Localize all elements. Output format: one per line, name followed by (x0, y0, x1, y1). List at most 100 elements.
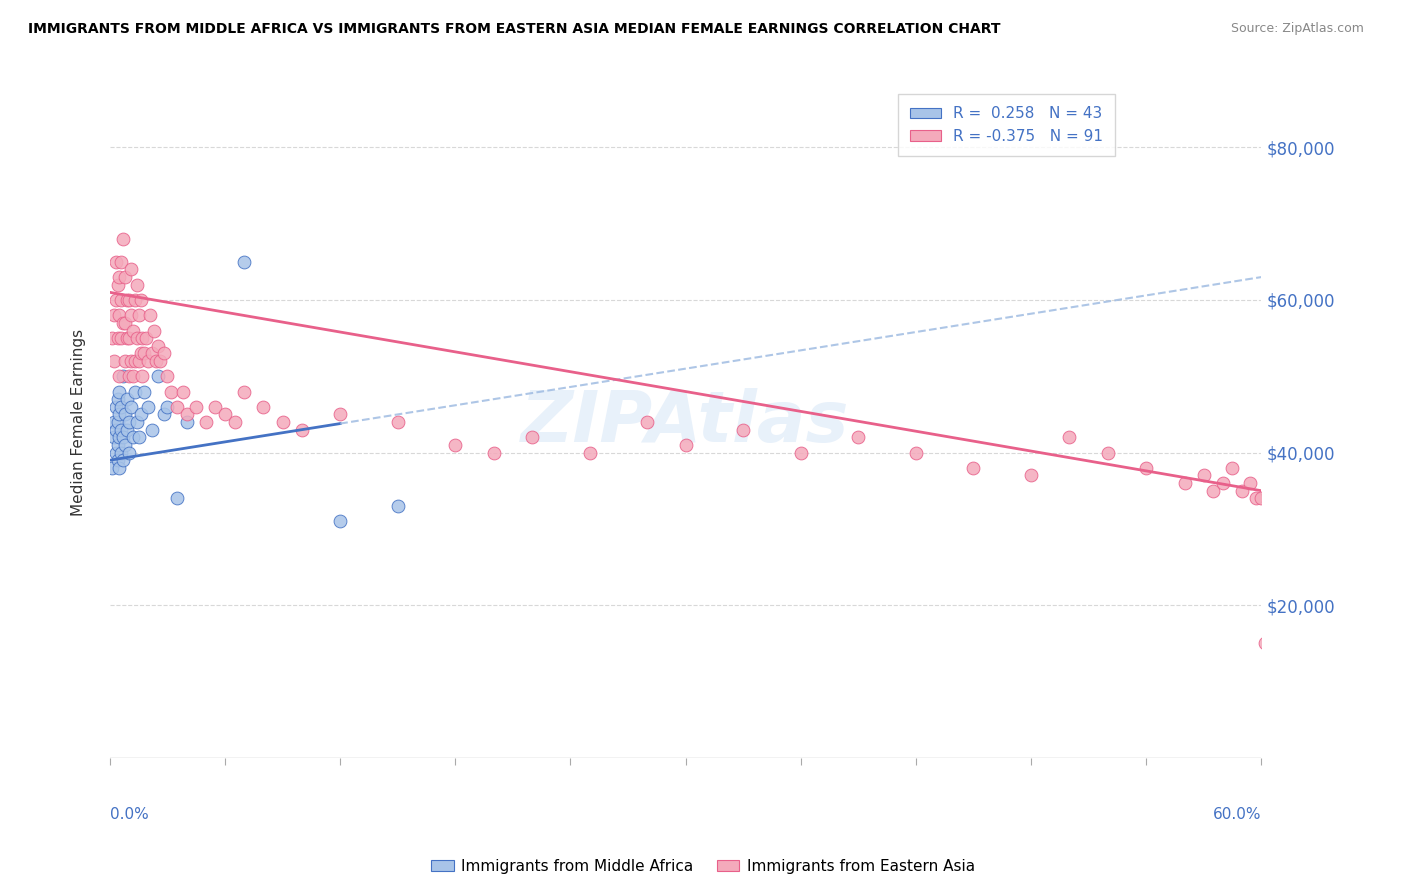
Point (1059, 430, 1081, 444)
Point (120, 262, 142, 277)
Point (1250, 491, 1272, 506)
Point (904, 445, 927, 459)
Point (110, 423, 132, 437)
Point (118, 331, 141, 345)
Point (1270, 644, 1292, 658)
Point (1202, 483, 1225, 498)
Point (1230, 483, 1253, 498)
Point (108, 369, 131, 384)
Point (204, 400, 226, 414)
Point (112, 316, 135, 330)
Point (186, 400, 208, 414)
Point (387, 499, 409, 513)
Point (129, 293, 152, 307)
Point (146, 339, 169, 353)
Point (114, 354, 136, 368)
Point (108, 270, 131, 285)
Point (122, 369, 145, 384)
Point (115, 392, 138, 406)
Point (125, 277, 148, 292)
Point (172, 384, 194, 399)
Point (152, 408, 174, 422)
Point (1192, 468, 1215, 483)
Point (149, 354, 172, 368)
Point (107, 331, 129, 345)
Point (124, 384, 146, 399)
Point (789, 445, 811, 459)
Point (115, 293, 138, 307)
Text: Source: ZipAtlas.com: Source: ZipAtlas.com (1230, 22, 1364, 36)
Text: IMMIGRANTS FROM MIDDLE AFRICA VS IMMIGRANTS FROM EASTERN ASIA MEDIAN FEMALE EARN: IMMIGRANTS FROM MIDDLE AFRICA VS IMMIGRA… (28, 22, 1001, 37)
Point (176, 415, 198, 429)
Point (520, 430, 543, 444)
Point (104, 255, 127, 269)
Point (578, 445, 600, 459)
Point (1254, 636, 1277, 650)
Point (128, 308, 150, 322)
Point (141, 346, 163, 360)
Point (103, 415, 125, 429)
Point (110, 255, 132, 269)
Legend: Immigrants from Middle Africa, Immigrants from Eastern Asia: Immigrants from Middle Africa, Immigrant… (425, 853, 981, 880)
Point (733, 423, 755, 437)
Point (108, 460, 131, 475)
Point (636, 415, 658, 429)
Point (846, 430, 869, 444)
Point (329, 408, 352, 422)
Point (146, 369, 169, 384)
Point (103, 430, 125, 444)
Point (387, 415, 409, 429)
Point (104, 445, 127, 459)
Point (134, 346, 156, 360)
Point (156, 369, 179, 384)
Point (104, 400, 127, 414)
Point (129, 408, 152, 422)
Point (291, 423, 314, 437)
Point (122, 324, 145, 338)
Point (115, 331, 138, 345)
Point (1135, 460, 1157, 475)
Point (143, 324, 166, 338)
Point (118, 369, 141, 384)
Point (122, 430, 145, 444)
Point (107, 453, 129, 467)
Point (129, 346, 152, 360)
Point (1019, 468, 1042, 483)
Point (107, 438, 129, 452)
Point (118, 415, 141, 429)
Point (1222, 460, 1244, 475)
Point (114, 316, 136, 330)
Point (100, 331, 122, 345)
Point (108, 408, 131, 422)
Point (112, 453, 135, 467)
Point (120, 308, 142, 322)
Point (135, 331, 157, 345)
Point (128, 430, 150, 444)
Point (675, 438, 697, 452)
Point (145, 354, 167, 368)
Point (1239, 476, 1261, 491)
Point (128, 354, 150, 368)
Point (114, 270, 136, 285)
Point (166, 400, 188, 414)
Point (112, 430, 135, 444)
Point (108, 308, 131, 322)
Point (156, 400, 179, 414)
Point (136, 354, 159, 368)
Point (112, 369, 135, 384)
Point (166, 491, 188, 506)
Point (124, 354, 146, 368)
Point (107, 415, 129, 429)
Point (134, 384, 156, 399)
Point (110, 400, 132, 414)
Point (214, 408, 236, 422)
Point (108, 430, 131, 444)
Point (1097, 445, 1119, 459)
Point (160, 384, 183, 399)
Point (329, 514, 352, 528)
Point (224, 415, 246, 429)
Point (104, 423, 127, 437)
Point (233, 384, 256, 399)
Point (1260, 629, 1282, 643)
Point (115, 423, 138, 437)
